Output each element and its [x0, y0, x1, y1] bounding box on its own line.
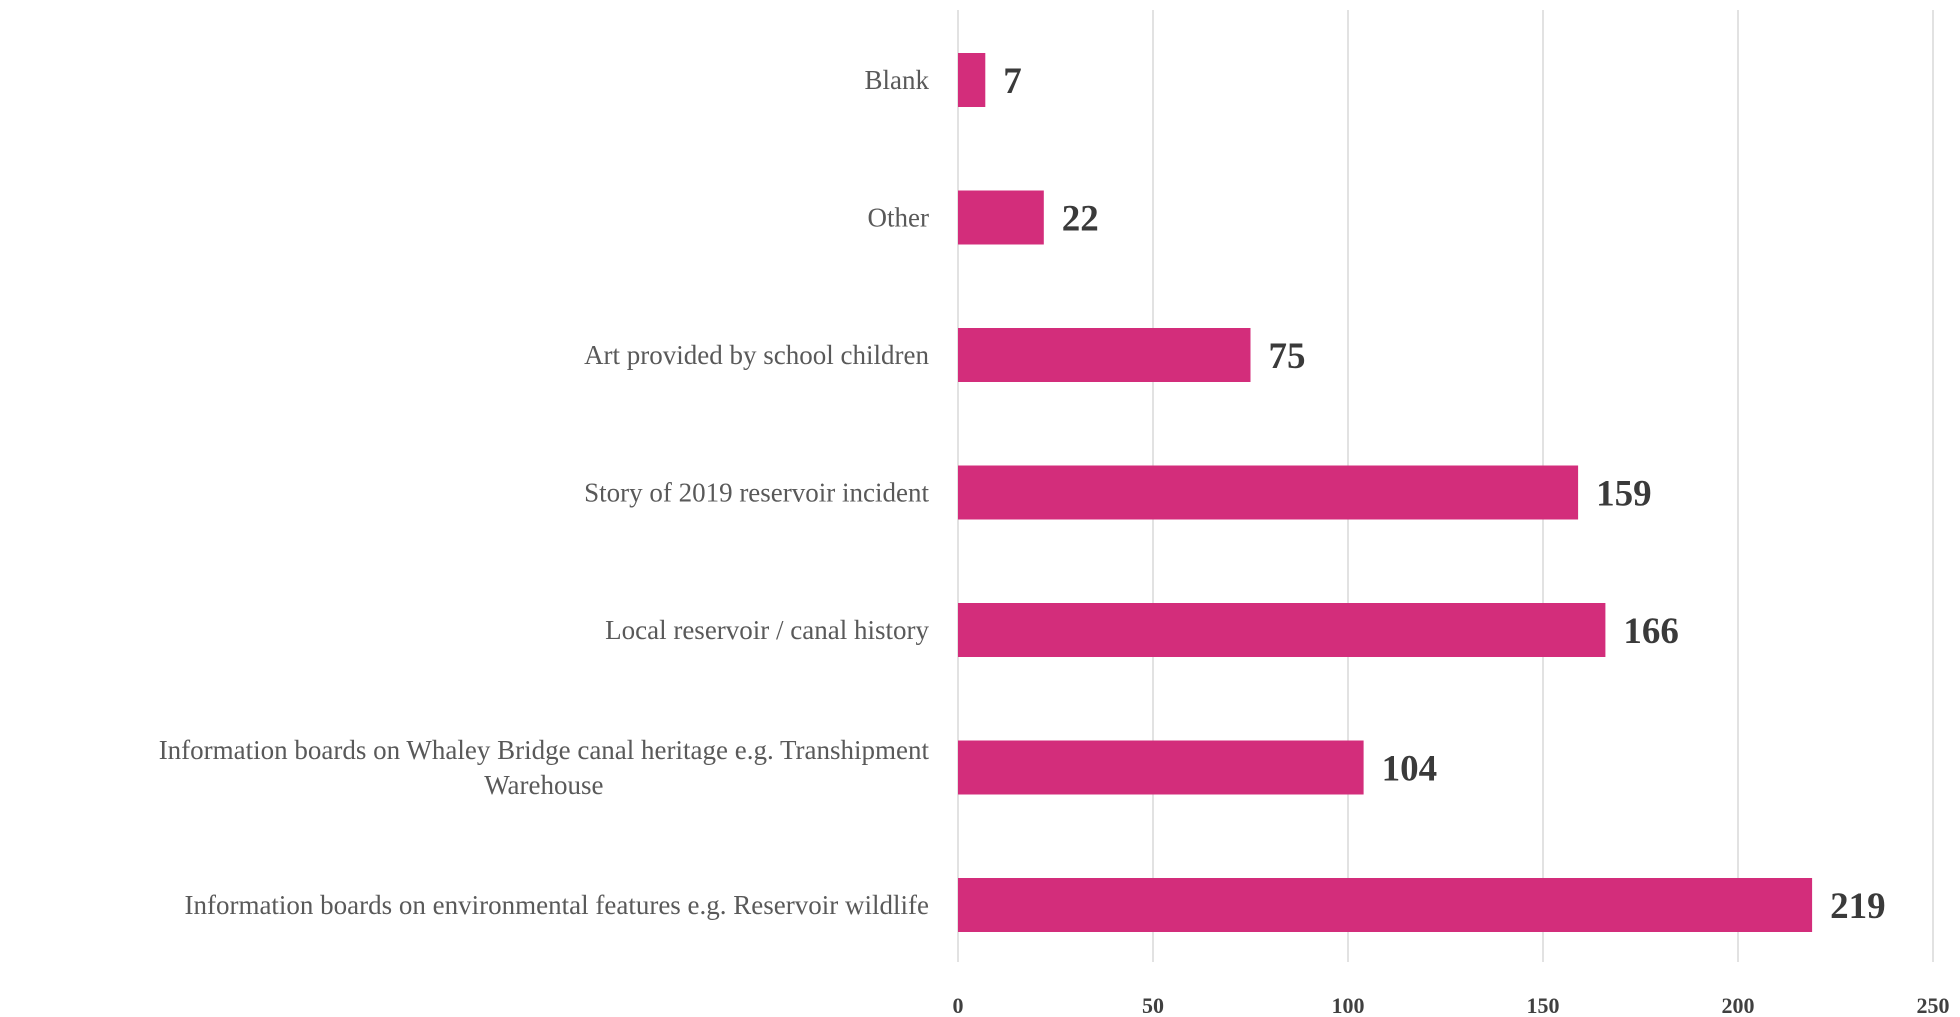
category-label-line: Blank: [865, 65, 930, 95]
data-label: 159: [1596, 474, 1652, 515]
bar: [958, 190, 1044, 245]
x-tick-label: 200: [1722, 993, 1755, 1017]
category-label-line: Other: [868, 203, 929, 233]
category-label-line: Information boards on Whaley Bridge cana…: [159, 735, 930, 765]
data-label: 7: [1003, 61, 1022, 102]
bars: [958, 53, 1813, 932]
data-label: 219: [1830, 886, 1886, 927]
bar: [958, 740, 1364, 795]
category-label-line: Story of 2019 reservoir incident: [584, 478, 929, 508]
x-tick-label: 0: [953, 993, 964, 1017]
bar: [958, 878, 1813, 932]
bar: [958, 53, 986, 107]
x-axis-tick-labels: 0 50 100 150 200 250: [953, 993, 1950, 1017]
category-label-line: Art provided by school children: [584, 340, 929, 370]
data-label: 75: [1269, 336, 1306, 377]
data-labels: 7 22 75 159 166 104 219: [1003, 61, 1885, 927]
category-label: Art provided by school children: [584, 340, 929, 370]
category-label: Information boards on environmental feat…: [184, 890, 929, 920]
x-tick-label: 250: [1917, 993, 1950, 1017]
category-labels: Blank Other Art provided by school childre…: [159, 65, 930, 920]
category-label: Information boards on Whaley Bridge cana…: [159, 735, 930, 800]
category-label: Other: [868, 203, 929, 233]
bar: [958, 603, 1606, 657]
data-label: 166: [1623, 611, 1679, 652]
x-tick-label: 150: [1527, 993, 1560, 1017]
data-label: 22: [1062, 199, 1099, 240]
category-label: Local reservoir / canal history: [605, 615, 929, 645]
category-label: Story of 2019 reservoir incident: [584, 478, 929, 508]
category-label-line: Warehouse: [484, 770, 603, 800]
category-label-line: Information boards on environmental feat…: [184, 890, 929, 920]
x-tick-label: 100: [1332, 993, 1365, 1017]
category-label: Blank: [865, 65, 930, 95]
category-label-line: Local reservoir / canal history: [605, 615, 929, 645]
bar: [958, 465, 1579, 520]
x-tick-label: 50: [1142, 993, 1164, 1017]
bar: [958, 328, 1251, 382]
data-label: 104: [1382, 749, 1438, 790]
